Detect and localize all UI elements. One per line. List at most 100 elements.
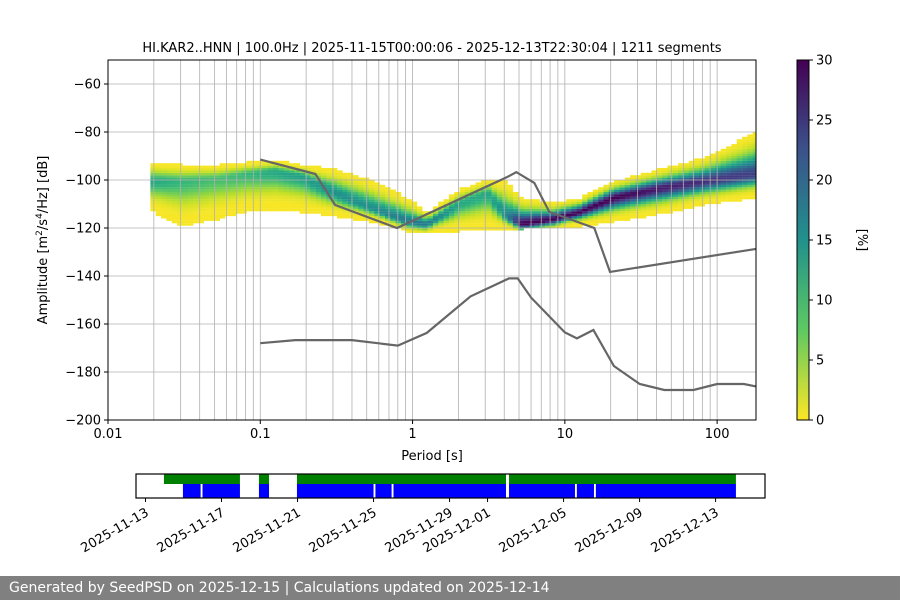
pdf-cell	[454, 225, 460, 229]
pdf-cell	[283, 163, 290, 166]
pdf-cell	[715, 177, 721, 181]
pdf-cell	[464, 192, 471, 195]
pdf-cell	[251, 187, 258, 190]
pdf-cell	[422, 218, 428, 221]
pdf-cell	[752, 182, 757, 185]
pdf-cell	[491, 211, 498, 214]
pdf-cell	[315, 172, 322, 176]
pdf-cell	[678, 180, 684, 183]
pdf-cell	[369, 194, 375, 197]
pdf-cell	[587, 223, 594, 226]
pdf-cell	[171, 204, 178, 207]
pdf-cell	[182, 206, 188, 209]
pdf-cell	[305, 182, 311, 185]
pdf-cell	[161, 216, 167, 219]
pdf-cell	[752, 170, 757, 173]
colorbar-label: [%]	[854, 229, 869, 252]
pdf-cell	[342, 192, 348, 195]
pdf-cell	[710, 196, 716, 200]
pdf-cell	[598, 187, 604, 190]
pdf-cell	[630, 208, 636, 212]
pdf-cell	[694, 204, 700, 207]
pdf-cell	[448, 223, 455, 226]
pdf-cell	[225, 163, 231, 166]
pdf-cell	[385, 206, 391, 209]
pdf-cell	[230, 175, 236, 178]
pdf-cell	[555, 201, 562, 205]
pdf-cell	[251, 168, 258, 171]
pdf-cell	[555, 208, 562, 212]
pdf-cell	[155, 168, 162, 171]
pdf-cell	[166, 175, 172, 178]
pdf-cell	[193, 211, 199, 214]
pdf-cell	[289, 182, 295, 185]
pdf-cell	[752, 148, 757, 152]
pdf-cell	[401, 220, 407, 224]
pdf-cell	[273, 165, 279, 169]
pdf-cell	[518, 206, 524, 209]
pdf-cell	[187, 206, 194, 209]
pdf-cell	[379, 208, 386, 212]
pdf-cell	[283, 184, 290, 188]
pdf-cell	[198, 208, 204, 212]
colorbar-tick-label: 0	[816, 414, 824, 429]
pdf-cell	[726, 187, 732, 190]
pdf-cell	[683, 180, 689, 183]
pdf-cell	[544, 201, 551, 205]
pdf-cell	[294, 180, 300, 183]
pdf-cell	[230, 194, 236, 197]
pdf-cell	[171, 189, 178, 193]
pdf-cell	[230, 199, 236, 202]
pdf-cell	[742, 168, 748, 171]
pdf-heatmap	[150, 132, 757, 233]
pdf-cell	[726, 196, 732, 200]
pdf-cell	[305, 201, 311, 205]
pdf-cell	[710, 156, 716, 159]
pdf-cell	[289, 192, 295, 195]
pdf-cell	[480, 213, 487, 217]
pdf-cell	[315, 208, 322, 212]
pdf-cell	[299, 211, 306, 214]
pdf-cell	[715, 201, 721, 205]
pdf-cell	[651, 189, 658, 193]
pdf-cell	[704, 177, 711, 181]
pdf-cell	[470, 216, 476, 219]
pdf-cell	[209, 182, 215, 185]
pdf-cell	[315, 189, 322, 193]
pdf-cell	[273, 160, 279, 164]
pdf-cell	[299, 208, 306, 212]
pdf-cell	[486, 182, 492, 185]
pdf-cell	[614, 204, 620, 207]
pdf-cell	[747, 160, 753, 164]
pdf-cell	[416, 225, 423, 229]
pdf-cell	[571, 218, 578, 221]
available-data-segment	[296, 474, 506, 484]
pdf-cell	[150, 182, 156, 185]
pdf-cell	[592, 211, 599, 214]
pdf-cell	[379, 194, 386, 197]
y-tick-label: −180	[65, 366, 101, 381]
pdf-cell	[347, 187, 354, 190]
pdf-cell	[161, 165, 167, 169]
pdf-cell	[603, 201, 610, 205]
pdf-cell	[331, 187, 338, 190]
pdf-cell	[432, 225, 439, 229]
pdf-cell	[331, 189, 338, 193]
pdf-cell	[710, 189, 716, 193]
pdf-cell	[411, 201, 418, 205]
pdf-cell	[550, 213, 556, 217]
pdf-cell	[560, 204, 567, 207]
pdf-cell	[198, 182, 204, 185]
pdf-cell	[230, 189, 236, 193]
pdf-cell	[161, 204, 167, 207]
pdf-cell	[230, 187, 236, 190]
pdf-cell	[374, 206, 380, 209]
pdf-cell	[534, 201, 540, 205]
pdf-cell	[752, 163, 757, 166]
pdf-cell	[321, 206, 327, 209]
pdf-cell	[731, 170, 737, 173]
pdf-cell	[582, 220, 588, 224]
pdf-cell	[182, 170, 188, 173]
pdf-cell	[299, 201, 306, 205]
pdf-cell	[736, 160, 743, 164]
